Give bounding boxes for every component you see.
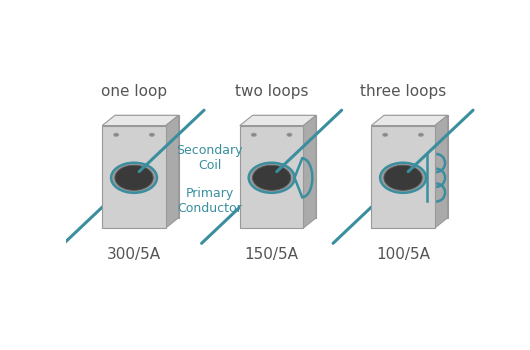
Circle shape bbox=[115, 165, 153, 190]
Polygon shape bbox=[371, 115, 448, 126]
Polygon shape bbox=[252, 115, 316, 218]
Text: 100/5A: 100/5A bbox=[376, 247, 430, 262]
Text: one loop: one loop bbox=[101, 84, 167, 99]
Circle shape bbox=[418, 133, 423, 136]
Text: Primary
Conductor: Primary Conductor bbox=[178, 187, 242, 215]
Text: two loops: two loops bbox=[235, 84, 308, 99]
Polygon shape bbox=[115, 115, 179, 218]
Polygon shape bbox=[384, 115, 448, 218]
Polygon shape bbox=[240, 115, 316, 126]
Text: three loops: three loops bbox=[360, 84, 446, 99]
Polygon shape bbox=[240, 126, 304, 228]
Circle shape bbox=[251, 133, 257, 136]
Text: Secondary
Coil: Secondary Coil bbox=[176, 144, 243, 172]
Polygon shape bbox=[435, 115, 448, 228]
Circle shape bbox=[250, 164, 293, 192]
Circle shape bbox=[113, 133, 119, 136]
Circle shape bbox=[383, 133, 388, 136]
Circle shape bbox=[384, 165, 422, 190]
Circle shape bbox=[113, 164, 155, 192]
Polygon shape bbox=[102, 115, 179, 126]
Circle shape bbox=[149, 133, 154, 136]
Polygon shape bbox=[304, 115, 316, 228]
Text: 300/5A: 300/5A bbox=[107, 247, 161, 262]
Polygon shape bbox=[166, 115, 179, 228]
Circle shape bbox=[382, 164, 425, 192]
Polygon shape bbox=[371, 126, 435, 228]
Polygon shape bbox=[102, 126, 166, 228]
Circle shape bbox=[252, 165, 291, 190]
Text: 150/5A: 150/5A bbox=[245, 247, 298, 262]
Circle shape bbox=[287, 133, 292, 136]
